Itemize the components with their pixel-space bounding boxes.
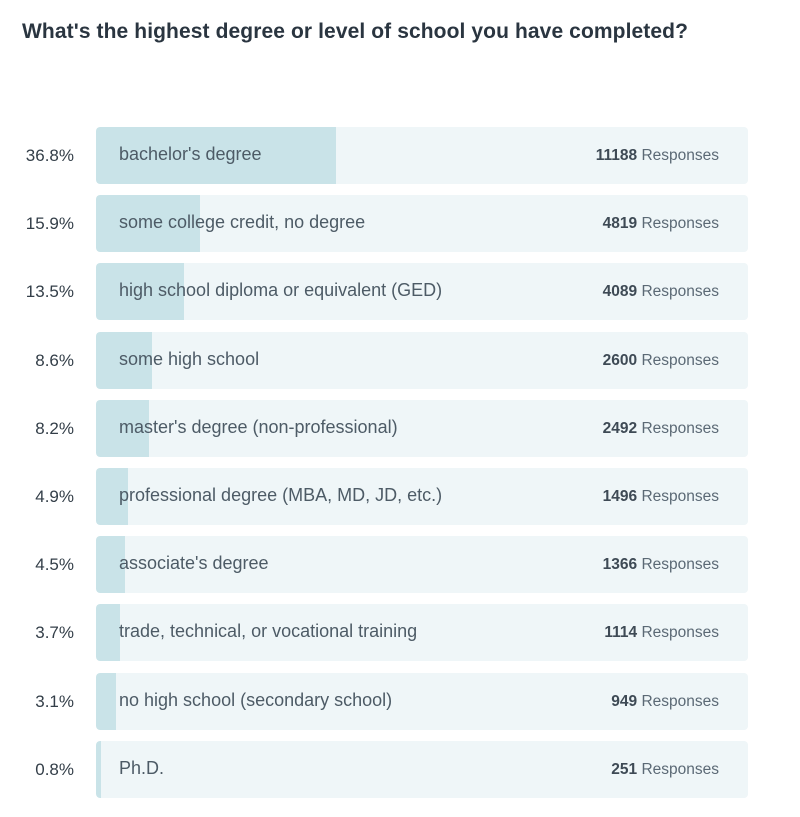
response-count: 4819 Responses (603, 195, 719, 252)
responses-label: Responses (637, 215, 719, 233)
bar-fill (96, 263, 185, 321)
answer-label: high school diploma or equivalent (GED) (119, 280, 443, 301)
bar-fill (96, 467, 128, 525)
bar-fill (96, 399, 150, 457)
percent-label: 4.5% (35, 555, 74, 575)
response-count-number: 2600 (602, 351, 638, 369)
responses-label: Responses (637, 283, 719, 301)
percent-label: 4.9% (35, 486, 74, 506)
response-count: 2492 Responses (603, 400, 719, 457)
response-row: 3.7% trade, technical, or vocational trai… (0, 604, 800, 662)
responses-label: Responses (637, 556, 719, 574)
response-count: 949 Responses (611, 673, 719, 730)
bar-track: some college credit, no degree 4819 Respo… (96, 195, 748, 253)
response-count: 1496 Responses (603, 468, 719, 525)
bar-fill (96, 740, 102, 798)
response-row: 8.2% master's degree (non-professional) 24… (0, 399, 800, 457)
response-count: 1114 Responses (604, 604, 719, 661)
answer-label: bachelor's degree (119, 144, 262, 164)
bar-track: bachelor's degree 11188 Responses (96, 127, 748, 184)
response-bar-list: 36.8% bachelor's degree 11188 Responses 15.… (0, 127, 800, 809)
percent-label: 3.1% (35, 691, 74, 711)
response-count-number: 949 (611, 692, 638, 710)
bar-track: trade, technical, or vocational training… (96, 604, 748, 662)
response-row: 0.8% Ph.D. 251 Responses (0, 740, 800, 798)
bar-track: high school diploma or equivalent (GED) 4… (96, 263, 748, 321)
response-row: 8.6% some high school 2600 Responses (0, 331, 800, 389)
answer-label: professional degree (MBA, MD, JD, etc.) (119, 484, 443, 505)
percent-label: 0.8% (35, 759, 74, 779)
answer-label: some college credit, no degree (119, 212, 366, 233)
answer-label: Ph.D. (119, 757, 165, 778)
response-count: 4089 Responses (603, 263, 719, 320)
percent-label: 3.7% (35, 623, 74, 643)
responses-label: Responses (637, 624, 719, 642)
percent-label: 8.2% (35, 418, 74, 438)
percent-label: 13.5% (25, 282, 74, 302)
response-count-number: 4819 (602, 215, 638, 233)
responses-label: Responses (637, 419, 719, 437)
response-count: 2600 Responses (603, 332, 719, 389)
answer-label: master's degree (non-professional) (119, 416, 398, 437)
response-row: 13.5% high school diploma or equivalent (… (0, 263, 800, 321)
response-count-number: 2492 (602, 419, 638, 437)
response-row: 3.1% no high school (secondary school) 949… (0, 672, 800, 730)
bar-fill (96, 331, 153, 389)
response-count-number: 11188 (595, 147, 638, 164)
response-count-number: 1496 (602, 487, 638, 505)
percent-label: 36.8% (25, 146, 74, 165)
answer-label: associate's degree (119, 553, 269, 574)
response-row: 4.5% associate's degree 1366 Responses (0, 536, 800, 594)
response-count-number: 1114 (604, 624, 638, 642)
response-count: 1366 Responses (603, 536, 719, 593)
response-count-number: 251 (611, 760, 638, 778)
responses-label: Responses (637, 351, 719, 369)
response-row: 15.9% some college credit, no degree 4819 … (0, 195, 800, 253)
bar-fill (96, 604, 121, 662)
response-count: 251 Responses (611, 741, 719, 798)
bar-track: associate's degree 1366 Responses (96, 536, 748, 594)
bar-track: some high school 2600 Responses (96, 331, 748, 389)
bar-fill (96, 536, 126, 594)
bar-fill (96, 672, 117, 730)
bar-track: professional degree (MBA, MD, JD, etc.) 1… (96, 467, 748, 525)
responses-label: Responses (637, 487, 719, 505)
responses-label: Responses (637, 692, 719, 710)
percent-label: 15.9% (25, 214, 74, 234)
answer-label: no high school (secondary school) (119, 689, 393, 710)
answer-label: trade, technical, or vocational training (119, 621, 418, 642)
percent-label: 8.6% (35, 350, 74, 370)
bar-track: no high school (secondary school) 949 Res… (96, 672, 748, 730)
bar-track: Ph.D. 251 Responses (96, 740, 748, 798)
response-row: 4.9% professional degree (MBA, MD, JD, et… (0, 467, 800, 525)
response-count: 11188 Responses (596, 127, 719, 184)
responses-label: Responses (637, 760, 719, 778)
bar-fill (96, 195, 200, 253)
question-title: What's the highest degree or level of sc… (22, 20, 689, 43)
answer-label: some high school (119, 348, 260, 369)
response-row: 36.8% bachelor's degree 11188 Responses (0, 127, 800, 184)
bar-fill (96, 127, 336, 184)
response-count-number: 4089 (602, 283, 638, 301)
bar-track: master's degree (non-professional) 2492 R… (96, 399, 748, 457)
response-count-number: 1366 (602, 556, 638, 574)
responses-label: Responses (637, 147, 719, 164)
